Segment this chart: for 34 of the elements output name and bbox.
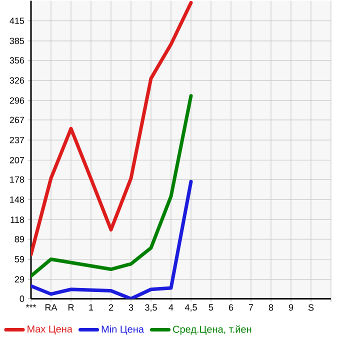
line-series [31,0,193,256]
y-tick-label: 89 [14,236,24,242]
x-tick-label: 3 [128,304,134,311]
y-tick-label: 59 [14,256,24,262]
y-tick-label: 148 [10,196,24,203]
y-tick-label: 326 [10,77,24,84]
legend-label: Min Цена [102,325,144,335]
y-tick-label: 0 [20,295,24,302]
x-tick-label: 1 [89,304,94,310]
x-tick-label: 6 [228,304,234,311]
x-tick-label: 2 [108,304,114,310]
x-tick-label: *** [26,304,36,308]
y-tick-label: 237 [10,136,24,144]
y-tick-label: 415 [10,18,24,24]
x-tick-label: R [68,304,74,310]
y-tick-label: 178 [10,176,24,183]
x-tick-label: 8 [268,304,274,311]
x-tick-label: 9 [288,304,294,311]
legend-label: Сред.Цена, т.йен [173,325,252,335]
y-tick-label: 296 [10,97,24,104]
legend-label: Max Цена [28,325,72,334]
x-tick-label: 4 [168,304,174,310]
y-tick-label: 385 [10,38,24,44]
y-tick-label: 118 [10,216,24,223]
x-tick-label: S [308,304,314,311]
x-tick-label: RA [45,304,58,310]
x-tick-label: 4,5 [184,304,197,312]
y-tick-label: 207 [10,156,24,164]
x-tick-label: 3,5 [145,304,157,312]
x-tick-label: 7 [248,304,254,310]
x-tick-label: 5 [208,304,214,310]
y-tick-label: 267 [10,116,24,124]
y-tick-label: 29 [14,276,24,282]
y-tick-label: 356 [10,57,24,64]
